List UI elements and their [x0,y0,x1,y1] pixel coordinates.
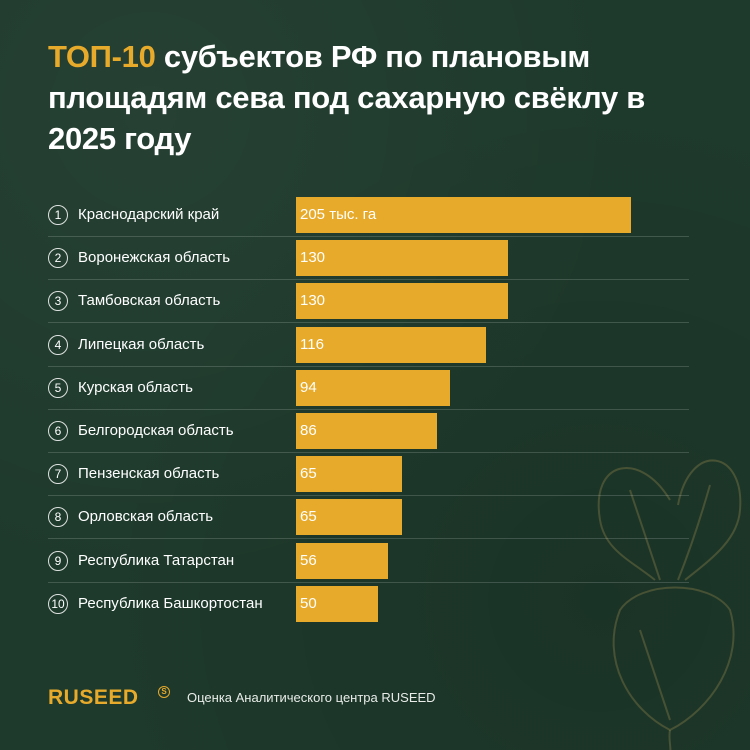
bar-value-label-3: 130 [300,292,326,310]
bar-7 [296,456,403,493]
bar-5 [296,369,450,406]
row-divider [48,322,689,324]
row-divider [48,495,689,497]
registered-mark-icon: S [158,686,170,698]
row-divider [48,452,689,453]
source-note: Оценка Аналитического центра RUSEED [187,690,436,705]
bar-value-label-5: 94 [300,378,317,396]
region-label-5: Курская область [78,378,193,396]
region-label-1: Краснодарский край [78,206,220,223]
rank-badge-8: 8 [48,507,68,528]
row-divider [48,279,689,281]
chart-title: ТОП-10 субъектов РФ по плановым площадям… [48,36,708,159]
title-accent: ТОП-10 [48,39,156,74]
row-divider [48,365,689,367]
region-label-4: Липецкая область [78,335,205,353]
bar-value-label-2: 130 [300,249,326,267]
rank-badge-2: 2 [48,248,68,269]
bar-value-label-4: 116 [300,335,324,353]
rank-badge-10: 10 [48,593,68,614]
region-label-2: Воронежская область [78,249,231,267]
rank-badge-9: 9 [48,550,68,571]
bar-value-label-8: 65 [300,508,317,526]
title-text: субъектов РФ по плановым площадям сева п… [48,39,646,156]
bar-3 [296,283,509,320]
bar-1 [296,197,631,233]
bar-value-label-9: 56 [300,551,317,569]
bar-10 [296,585,378,622]
rank-badge-3: 3 [48,291,68,312]
beet-illustration [597,459,742,750]
rank-badge-4: 4 [48,334,68,355]
rank-badge-1: 1 [48,205,68,225]
row-divider [48,236,689,237]
bar-value-label-10: 50 [300,594,317,612]
row-divider [48,581,689,583]
rank-badge-6: 6 [48,421,68,441]
region-label-7: Пензенская область [78,465,220,483]
region-label-3: Тамбовская область [78,292,221,310]
bar-4 [296,326,486,363]
bar-value-label-6: 86 [300,422,317,439]
rank-badge-5: 5 [48,377,68,398]
region-label-9: Республика Татарстан [78,551,235,569]
rank-badge-7: 7 [48,464,68,485]
bar-value-label-7: 65 [300,465,317,483]
row-divider [48,538,689,540]
bar-6 [296,413,437,449]
ruseed-logo: RUSEED [48,686,139,709]
bar-2 [296,240,509,277]
region-label-6: Белгородская область [78,422,234,439]
region-label-10: Республика Башкортостан [78,594,263,612]
region-label-8: Орловская область [78,508,214,526]
bar-8 [296,499,403,536]
bar-9 [296,542,388,579]
row-divider [48,408,689,410]
bar-value-label-1: 205 тыс. га [300,206,377,223]
